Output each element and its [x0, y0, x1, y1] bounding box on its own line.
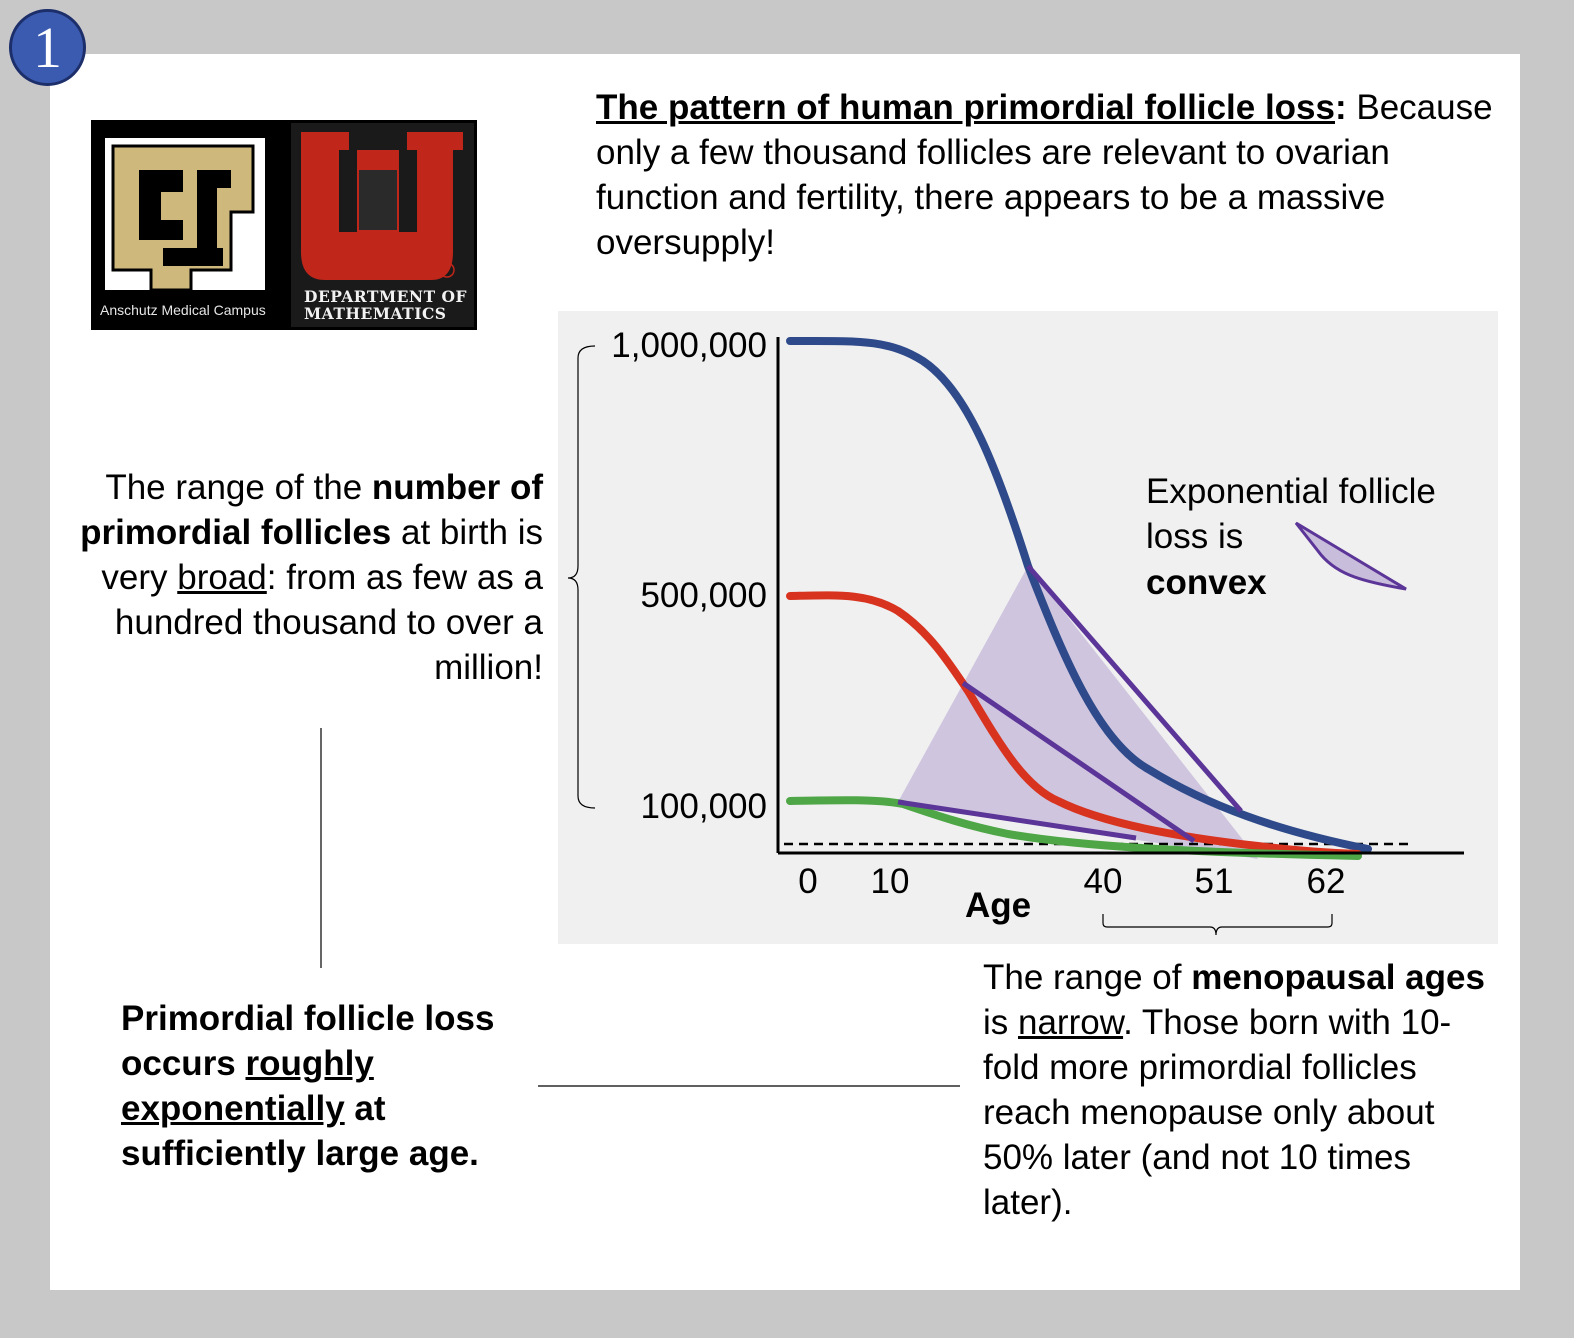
header: The pattern of human primordial follicle…	[596, 85, 1496, 265]
left-annotation: The range of the number of primordial fo…	[60, 465, 543, 690]
y-tick-label-2: 500,000	[640, 576, 767, 615]
left-text-3: : from as few as a hundred thousand to o…	[114, 558, 543, 687]
convex-note-line3: convex	[1146, 563, 1267, 602]
x-tick-label-3: 40	[1084, 862, 1123, 901]
header-body: Because only a few thousand follicles ar…	[596, 88, 1493, 262]
convex-icon	[1294, 521, 1407, 591]
convex-note-line2: loss is	[1146, 517, 1243, 556]
convex-note-line1: Exponential follicle	[1146, 472, 1436, 511]
x-tick-label-4: 51	[1195, 862, 1234, 901]
convex-region-shading	[898, 566, 1258, 859]
x-tick-label-5: 62	[1307, 862, 1346, 901]
chord-line-upper	[1026, 564, 1243, 813]
title-colon: :	[1334, 88, 1347, 127]
left-text-2: at birth is very	[101, 513, 543, 597]
follicle-loss-chart: 1,000,000 500,000 100,000 0 10 40 51 62 Age Expon…	[611, 326, 1464, 936]
university-logo	[91, 120, 477, 330]
br-text-2: is	[983, 1003, 1018, 1042]
bl-text-2: at sufficiently large age.	[121, 1089, 479, 1173]
br-text-3: . Those born with 10-fold more primordia…	[983, 1003, 1452, 1222]
y-tick-label-1: 1,000,000	[611, 326, 767, 365]
br-text-1: The range of	[983, 958, 1192, 997]
y-tick-label-3: 100,000	[640, 787, 767, 826]
logo-caption-right: DEPARTMENT OF MATHEMATICS	[304, 288, 467, 322]
logo-caption-line1: DEPARTMENT OF	[304, 287, 468, 306]
br-text-bold: menopausal ages	[1191, 958, 1485, 997]
x-axis-title: Age	[965, 886, 1031, 925]
logo-caption-left: Anschutz Medical Campus	[100, 302, 266, 318]
left-text-bold: number of primordial follicles	[80, 468, 543, 552]
logo-caption-line2: MATHEMATICS	[304, 304, 447, 323]
bl-text-underlined: roughly exponentially	[121, 1044, 374, 1128]
bottom-left-annotation: Primordial follicle loss occurs roughly …	[121, 996, 541, 1176]
br-text-underlined: narrow	[1018, 1003, 1124, 1042]
left-text-underlined: broad	[177, 558, 267, 597]
left-text-1: The range of the	[105, 468, 372, 507]
x-tick-label-2: 10	[871, 862, 910, 901]
logo-graphic	[105, 123, 474, 327]
chart-panel: 1,000,000 500,000 100,000 0 10 40 51 62 Age Expon…	[558, 311, 1498, 944]
series-line-1	[786, 336, 1372, 853]
birth-range-brace	[567, 345, 596, 809]
cu-emblem	[105, 138, 265, 292]
bottom-right-annotation: The range of menopausal ages is narrow. …	[983, 955, 1503, 1225]
utah-u-emblem	[291, 123, 474, 327]
bl-text-1: Primordial follicle loss occurs	[121, 999, 495, 1083]
chord-line-lower	[897, 799, 1137, 841]
slide-number-badge: 1	[9, 9, 86, 86]
menopause-range-brace	[1102, 914, 1333, 936]
series-line-3	[786, 796, 1362, 860]
page-title: The pattern of human primordial follicle…	[596, 88, 1335, 127]
series-line-2	[786, 591, 1362, 858]
chord-line-middle	[961, 680, 1196, 844]
x-tick-label-1: 0	[798, 862, 817, 901]
